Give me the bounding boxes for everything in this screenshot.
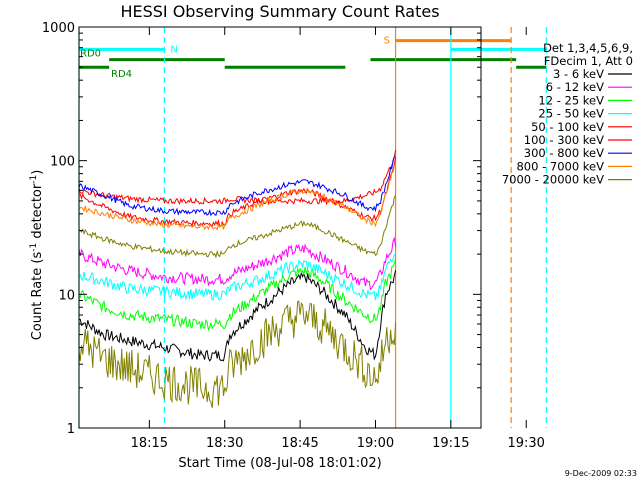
series-line-10-part-1 bbox=[78, 300, 397, 408]
legend-header-1: Det 1,3,4,5,6,9, bbox=[543, 41, 633, 55]
legend-label-4: 25 - 50 keV bbox=[538, 107, 604, 121]
flag-label-n: N bbox=[170, 44, 177, 55]
series-line-3-part-1 bbox=[78, 258, 397, 332]
legend-label-9: 7000 - 20000 keV bbox=[502, 173, 604, 187]
y-axis-label: Count Rate (s-1 detector-1) bbox=[29, 170, 45, 341]
legend-label-3: 12 - 25 keV bbox=[538, 93, 604, 107]
x-tick-label-5: 19:15 bbox=[432, 436, 469, 451]
y-axis-label-end: ) bbox=[30, 170, 45, 175]
flag-label-s: S bbox=[384, 36, 390, 47]
legend-label-7: 300 - 800 keV bbox=[524, 146, 604, 160]
y-tick-label-3: 100 bbox=[50, 155, 75, 170]
series-line-5-part-1 bbox=[78, 150, 397, 206]
y-axis-label-sup2: -1 bbox=[29, 175, 39, 184]
legend-label-8: 800 - 7000 keV bbox=[516, 159, 604, 173]
x-tick-label-4: 19:00 bbox=[357, 436, 394, 451]
legend-label-5: 50 - 100 keV bbox=[531, 120, 604, 134]
flag-label-rd0: RD0 bbox=[80, 49, 101, 60]
flag-bars: N RD0 RD4 S bbox=[79, 36, 547, 80]
chart-title: HESSI Observing Summary Count Rates bbox=[120, 2, 439, 21]
legend-header-2: FDecim 1, Att 0 bbox=[544, 54, 633, 68]
axes: 18:15 18:30 18:45 19:00 19:15 19:30 1 10 100 1000 bbox=[42, 21, 545, 451]
legend: Det 1,3,4,5,6,9, FDecim 1, Att 0 3 - 6 k… bbox=[502, 41, 633, 187]
y-axis-label-mid: detector bbox=[30, 183, 45, 243]
series-line-2-part-1 bbox=[78, 236, 397, 291]
series-line-1-part-1 bbox=[78, 270, 397, 362]
series-line-4-part-1 bbox=[78, 253, 396, 301]
x-tick-label-2: 18:30 bbox=[206, 436, 243, 451]
y-tick-label-4: 1000 bbox=[42, 21, 75, 36]
x-tick-label-6: 19:30 bbox=[507, 436, 544, 451]
series-line-8-part-1 bbox=[78, 164, 396, 231]
series-lines bbox=[78, 150, 397, 408]
series-line-7-part-1 bbox=[78, 156, 396, 217]
x-axis-label: Start Time (08-Jul-08 18:01:02) bbox=[178, 456, 381, 471]
y-tick-label-1: 1 bbox=[67, 422, 75, 437]
legend-label-2: 6 - 12 keV bbox=[546, 80, 604, 94]
legend-label-6: 100 - 300 keV bbox=[524, 133, 604, 147]
y-tick-label-2: 10 bbox=[58, 288, 75, 303]
x-tick-label-1: 18:15 bbox=[131, 436, 168, 451]
plot-frame bbox=[78, 26, 482, 429]
y-axis-label-sup1: -1 bbox=[29, 243, 39, 252]
legend-label-1: 3 - 6 keV bbox=[553, 67, 604, 81]
y-axis-label-main: Count Rate (s bbox=[30, 252, 45, 341]
date-stamp: 9-Dec-2009 02:33 bbox=[565, 469, 637, 478]
series-line-6-part-1 bbox=[78, 157, 397, 228]
flag-label-rd4: RD4 bbox=[111, 69, 132, 80]
series-line-9-part-1 bbox=[78, 195, 397, 259]
x-tick-label-3: 18:45 bbox=[281, 436, 318, 451]
